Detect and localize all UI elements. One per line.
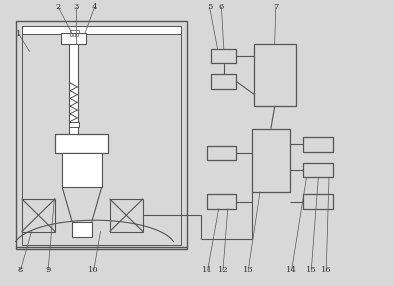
Bar — [16, 21, 187, 249]
Bar — [72, 222, 92, 237]
Text: 5: 5 — [207, 3, 212, 11]
Text: 8: 8 — [18, 266, 23, 274]
Bar — [207, 146, 236, 160]
Bar — [211, 49, 236, 63]
Text: 7: 7 — [273, 3, 279, 11]
Bar — [303, 137, 333, 152]
Bar — [55, 134, 108, 153]
Bar — [73, 33, 75, 36]
Text: 1: 1 — [16, 30, 22, 38]
Text: 2: 2 — [56, 3, 61, 11]
Bar — [62, 153, 102, 187]
Bar — [211, 74, 236, 89]
Bar — [22, 26, 181, 245]
Text: 4: 4 — [92, 3, 97, 11]
Bar — [110, 199, 143, 232]
Bar — [207, 194, 236, 209]
Bar — [303, 163, 333, 177]
Text: 14: 14 — [286, 266, 297, 274]
Bar — [69, 34, 78, 137]
Bar — [22, 199, 55, 232]
Text: 12: 12 — [218, 266, 228, 274]
Bar — [70, 33, 72, 36]
Text: 9: 9 — [45, 266, 51, 274]
Text: 15: 15 — [306, 266, 317, 274]
Bar — [252, 129, 290, 192]
Bar — [76, 33, 78, 36]
Text: 6: 6 — [219, 3, 224, 11]
Text: 10: 10 — [89, 266, 99, 274]
Text: 3: 3 — [73, 3, 78, 11]
Bar — [70, 30, 79, 33]
Bar — [22, 26, 181, 34]
Bar — [254, 44, 296, 106]
Text: 11: 11 — [202, 266, 213, 274]
Bar — [69, 122, 79, 127]
Bar — [61, 33, 86, 44]
Text: 13: 13 — [243, 266, 254, 274]
Text: 16: 16 — [321, 266, 331, 274]
Bar — [303, 194, 333, 209]
